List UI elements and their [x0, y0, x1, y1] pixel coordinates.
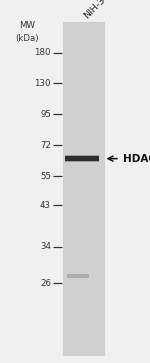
- Text: 130: 130: [34, 79, 51, 88]
- Bar: [67, 274, 89, 277]
- Text: (kDa): (kDa): [15, 34, 39, 42]
- Text: NIH-3T3: NIH-3T3: [82, 0, 115, 20]
- Text: MW: MW: [19, 21, 35, 30]
- Bar: [63, 22, 105, 356]
- Text: 180: 180: [34, 48, 51, 57]
- Bar: [65, 155, 99, 162]
- Text: 34: 34: [40, 242, 51, 251]
- Text: 43: 43: [40, 201, 51, 209]
- Text: 55: 55: [40, 172, 51, 180]
- Text: 95: 95: [40, 110, 51, 119]
- Text: 72: 72: [40, 141, 51, 150]
- Bar: [65, 156, 99, 161]
- Text: HDAC1: HDAC1: [123, 154, 150, 164]
- Text: 26: 26: [40, 279, 51, 287]
